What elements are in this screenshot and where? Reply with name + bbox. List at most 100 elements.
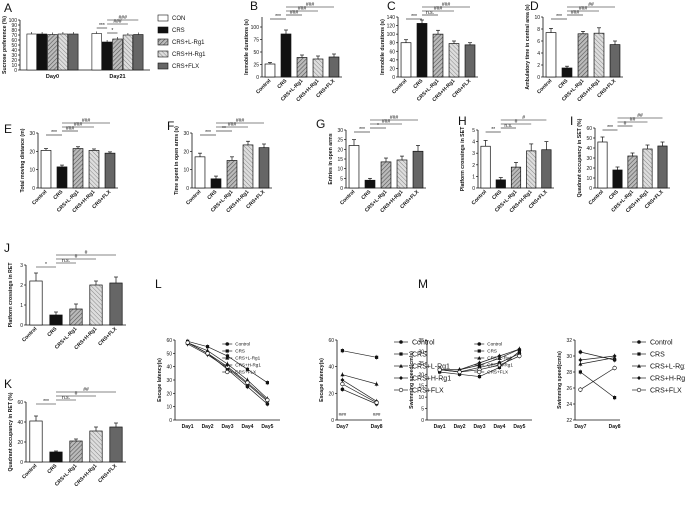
y-tick-label: 0 bbox=[20, 460, 23, 466]
bar bbox=[102, 41, 113, 71]
significance-mark: ### bbox=[66, 126, 75, 132]
y-axis-label: Quadrant occupancy in SET (%) bbox=[577, 118, 583, 197]
y-tick-label: 5 bbox=[472, 128, 475, 134]
y-tick-label: 40 bbox=[328, 365, 334, 371]
data-point bbox=[340, 378, 345, 382]
data-point bbox=[477, 356, 482, 360]
y-tick-label: 4 bbox=[472, 140, 475, 146]
bar bbox=[40, 150, 52, 189]
data-point bbox=[517, 353, 522, 359]
bar bbox=[448, 43, 460, 78]
bar bbox=[526, 150, 537, 189]
significance-mark: * bbox=[45, 262, 47, 268]
y-tick-label: 0 bbox=[32, 186, 35, 192]
y-tick-label: 20 bbox=[29, 149, 35, 155]
data-point bbox=[497, 363, 502, 368]
y-tick-label: 100 bbox=[9, 18, 18, 24]
bar bbox=[541, 149, 552, 189]
significance-mark: *** bbox=[43, 399, 49, 405]
y-tick-label: 50 bbox=[253, 50, 259, 56]
y-tick-label: 30 bbox=[566, 354, 572, 360]
x-tick-label: Day7 bbox=[574, 424, 586, 430]
data-point bbox=[517, 347, 522, 352]
bar bbox=[264, 63, 276, 78]
data-point bbox=[245, 378, 250, 382]
data-point bbox=[205, 348, 210, 353]
y-tick-label: 3 bbox=[472, 151, 475, 157]
y-tick-label: 3 bbox=[20, 263, 23, 269]
y-tick-label: 1 bbox=[472, 174, 475, 180]
significance-mark: *** bbox=[99, 23, 105, 29]
y-tick-label: 28 bbox=[566, 370, 572, 376]
panel-letter: B bbox=[250, 0, 258, 13]
significance-mark: ### bbox=[390, 115, 399, 121]
legend-label: CRS+FLX bbox=[650, 387, 682, 394]
y-axis-label: Escape latency(s) bbox=[157, 358, 163, 402]
y-tick-label: 50 bbox=[586, 136, 592, 142]
y-tick-label: 5 bbox=[421, 407, 424, 413]
bar bbox=[109, 282, 123, 326]
data-point bbox=[477, 363, 482, 367]
y-axis-label: Immobile durations (s) bbox=[244, 19, 250, 75]
series-line bbox=[342, 374, 377, 385]
y-tick-label: 20 bbox=[418, 372, 424, 378]
y-tick-label: 40 bbox=[389, 58, 395, 64]
y-tick-label: 20 bbox=[328, 391, 334, 397]
y-axis-label: Immobile durations (s) bbox=[380, 19, 386, 75]
data-point bbox=[637, 376, 641, 380]
x-tick-label: Day2 bbox=[454, 424, 466, 430]
x-tick-label: Day1 bbox=[434, 424, 446, 430]
bar bbox=[480, 145, 491, 189]
y-tick-label: 10 bbox=[534, 15, 540, 21]
legend: Control CRS CRS+L-Rg1 CRS+H-Rg1 CRS+FLX bbox=[474, 342, 513, 375]
data-point bbox=[612, 365, 617, 371]
y-tick-label: 30 bbox=[183, 131, 189, 137]
bar bbox=[495, 179, 506, 189]
bar bbox=[56, 166, 68, 189]
data-point bbox=[497, 354, 502, 358]
bar bbox=[26, 33, 37, 71]
legend-swatch bbox=[157, 14, 169, 22]
x-tick-label: Day5 bbox=[261, 424, 273, 430]
bar bbox=[348, 145, 360, 189]
y-tick-label: 4 bbox=[537, 51, 540, 57]
panel-letter: M bbox=[418, 277, 428, 291]
significance-mark: ### bbox=[82, 118, 91, 124]
panel-letter: G bbox=[316, 117, 325, 131]
data-point bbox=[340, 349, 344, 353]
x-tick-label: CRS bbox=[46, 463, 58, 475]
data-point bbox=[265, 402, 270, 406]
bar bbox=[91, 33, 102, 71]
data-point bbox=[374, 400, 379, 405]
y-tick-label: 60 bbox=[389, 49, 395, 55]
y-tick-label: 40 bbox=[586, 146, 592, 152]
significance-mark: ### bbox=[119, 15, 128, 21]
legend-label: CRS+H-Rg1 bbox=[235, 363, 261, 368]
y-tick-label: 20 bbox=[389, 66, 395, 72]
significance-mark: *** bbox=[359, 127, 365, 133]
x-tick-label: CRS bbox=[608, 189, 620, 201]
y-axis-label: Sucrose preference (%) bbox=[2, 16, 8, 74]
y-tick-label: 0 bbox=[331, 418, 334, 424]
bar bbox=[609, 44, 621, 78]
x-tick-label: Day7 bbox=[336, 424, 348, 430]
y-tick-label: 35 bbox=[418, 338, 424, 344]
x-tick-label: CRS bbox=[276, 78, 288, 90]
y-axis-label: Quadrant occupancy in RET (%) bbox=[8, 392, 14, 471]
legend-label: Control bbox=[235, 342, 250, 347]
data-point bbox=[398, 387, 404, 393]
legend-label: CRS+L-Rg1 bbox=[487, 356, 512, 361]
panel-letter: L bbox=[155, 277, 162, 291]
significance-mark: * bbox=[111, 28, 113, 34]
bar bbox=[89, 284, 103, 326]
panel-letter: C bbox=[387, 0, 396, 13]
y-axis-label: Swimming speed(cm/s) bbox=[409, 351, 415, 409]
significance-mark: *** bbox=[51, 130, 57, 136]
y-axis-label: Swimming speed(cm/s) bbox=[557, 351, 563, 409]
y-tick-label: 20 bbox=[166, 391, 172, 397]
